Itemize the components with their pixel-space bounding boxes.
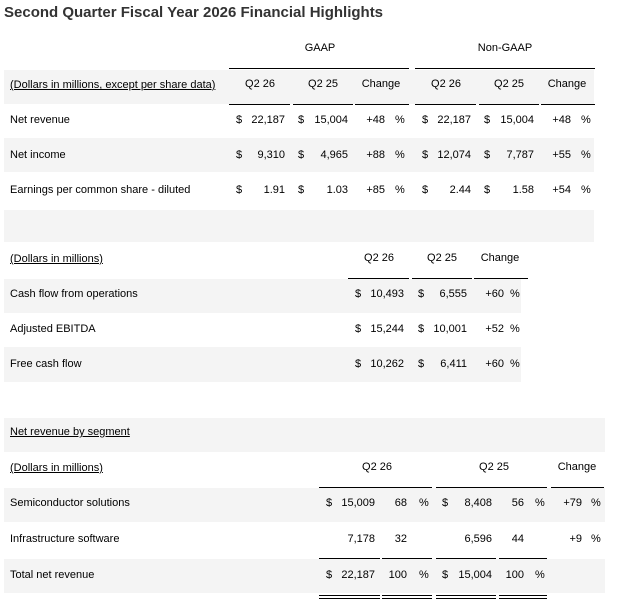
row-label: Infrastructure software — [10, 533, 120, 545]
col-nongaap-q2-25: Q2 25 — [494, 78, 524, 90]
table2-header-label: (Dollars in millions) — [10, 253, 103, 265]
col-gaap-q2-25: Q2 25 — [308, 78, 338, 90]
col-q2-25: Q2 25 — [479, 461, 509, 473]
page-title: Second Quarter Fiscal Year 2026 Financia… — [4, 4, 384, 21]
row-label: Earnings per common share - diluted — [10, 184, 191, 196]
table1-header-label: (Dollars in millions, except per share d… — [10, 79, 216, 91]
col-change: Change — [480, 252, 520, 264]
row-label: Total net revenue — [10, 569, 95, 581]
table3-header-label: (Dollars in millions) — [10, 462, 103, 474]
row-label: Net revenue — [10, 114, 70, 126]
col-change: Change — [557, 461, 597, 473]
col-gaap-q2-26: Q2 26 — [245, 78, 275, 90]
gaap-group-label: GAAP — [304, 42, 336, 54]
col-gaap-change: Change — [361, 78, 401, 90]
col-nongaap-q2-26: Q2 26 — [431, 78, 461, 90]
row-label: Net income — [10, 149, 66, 161]
row-label: Cash flow from operations — [10, 288, 138, 300]
col-q2-25: Q2 25 — [427, 252, 457, 264]
row-label: Semiconductor solutions — [10, 497, 130, 509]
col-q2-26: Q2 26 — [364, 252, 394, 264]
row-label: Adjusted EBITDA — [10, 323, 96, 335]
non-gaap-group-label: Non-GAAP — [477, 42, 533, 54]
col-q2-26: Q2 26 — [362, 461, 392, 473]
col-nongaap-change: Change — [547, 78, 587, 90]
section-label: Net revenue by segment — [10, 426, 130, 438]
row-label: Free cash flow — [10, 358, 82, 370]
